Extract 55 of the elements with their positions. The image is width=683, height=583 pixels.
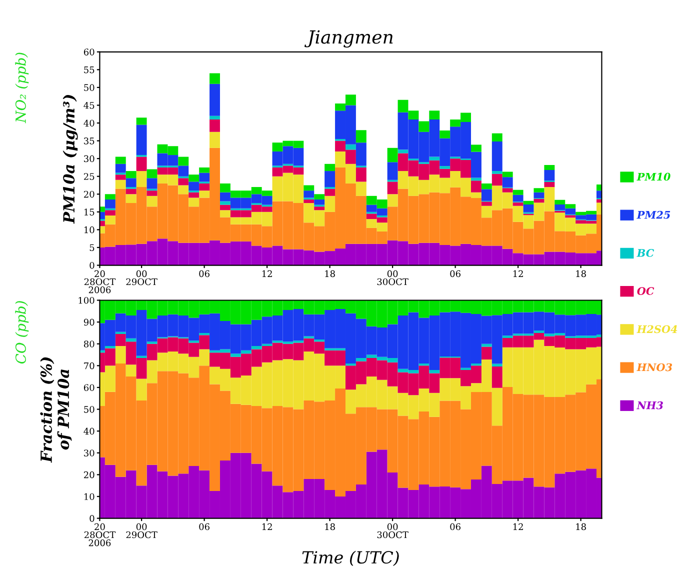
y-tick-label: 40	[84, 120, 94, 127]
x-tick-label: 06	[199, 523, 210, 530]
x-tick-label: 18	[325, 523, 335, 530]
legend-label: PM10	[636, 172, 670, 181]
x-tick-label: 18	[576, 523, 586, 530]
y-tick-label: 0	[90, 515, 94, 522]
y-axis-title: PM10a (μg/m³)	[62, 95, 78, 224]
x-tick-label: 18	[325, 270, 335, 278]
y-tick-label: 55	[84, 66, 94, 74]
y-tick-label: 10	[84, 493, 94, 500]
x-tick-label: 06	[450, 270, 460, 278]
y-tick-label: 90	[84, 318, 94, 326]
x-tick-label: 20 28OCT 2006	[84, 270, 116, 294]
x-tick-label: 12	[262, 523, 272, 530]
x-tick-label: 18	[576, 270, 586, 278]
y-tick-label: 100	[78, 296, 94, 304]
y-tick-label: 70	[84, 362, 94, 370]
x-tick-label: 00 29OCT	[126, 523, 158, 538]
x-axis-title: Time (UTC)	[302, 550, 399, 566]
legend-label: OC	[637, 287, 654, 295]
x-tick-label: 12	[513, 270, 523, 277]
y-tick-label: 30	[84, 450, 94, 456]
legend-label: BC	[636, 249, 654, 257]
y-tick-label: 50	[84, 84, 94, 92]
y-tick-label: 25	[84, 173, 94, 180]
x-tick-label: 00 29OCT	[126, 270, 158, 286]
y-tick-label: 10	[84, 226, 94, 234]
y-tick-label: 60	[84, 384, 94, 392]
y-tick-label: 30	[84, 155, 94, 162]
chart-title: Jiangmen	[304, 30, 393, 48]
y-tick-label: 45	[84, 102, 94, 109]
x-tick-label: 00 30OCT	[377, 270, 408, 286]
legend-label: HNO3	[636, 363, 672, 372]
x-tick-label: 00 30OCT	[377, 523, 408, 538]
y-axis-title: Fraction (%) of PM10a	[40, 357, 72, 463]
y-tick-label: 35	[84, 138, 94, 144]
y-tick-label: 60	[84, 48, 94, 56]
x-tick-label: 20 28OCT 2006	[84, 523, 116, 546]
y-tick-label: 5	[90, 244, 94, 252]
x-tick-label: 12	[513, 523, 523, 530]
y-tick-label: 0	[90, 262, 94, 269]
legend-label: H2SO4	[636, 325, 678, 334]
text: NO₂ (ppb)	[15, 52, 29, 124]
y-tick-label: 80	[84, 340, 94, 348]
legend-label: NH3	[636, 401, 663, 410]
y-tick-label: 40	[84, 428, 94, 435]
x-tick-label: 12	[262, 270, 272, 277]
y-tick-label: 20	[84, 471, 94, 478]
text: CO (ppb)	[15, 301, 29, 364]
legend-label: PM25	[636, 210, 670, 219]
x-tick-label: 06	[199, 270, 210, 278]
y-tick-label: 50	[84, 406, 94, 413]
y-tick-label: 20	[84, 190, 94, 198]
y-tick-label: 15	[84, 208, 94, 216]
x-tick-label: 06	[450, 523, 460, 530]
